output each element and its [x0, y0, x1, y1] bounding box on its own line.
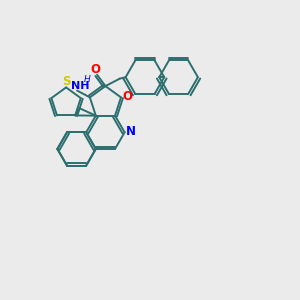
Text: N: N — [126, 125, 136, 138]
Text: O: O — [122, 90, 133, 103]
Text: O: O — [91, 63, 100, 76]
Text: S: S — [62, 75, 70, 88]
Text: H: H — [83, 75, 90, 84]
Text: NH: NH — [71, 80, 89, 91]
